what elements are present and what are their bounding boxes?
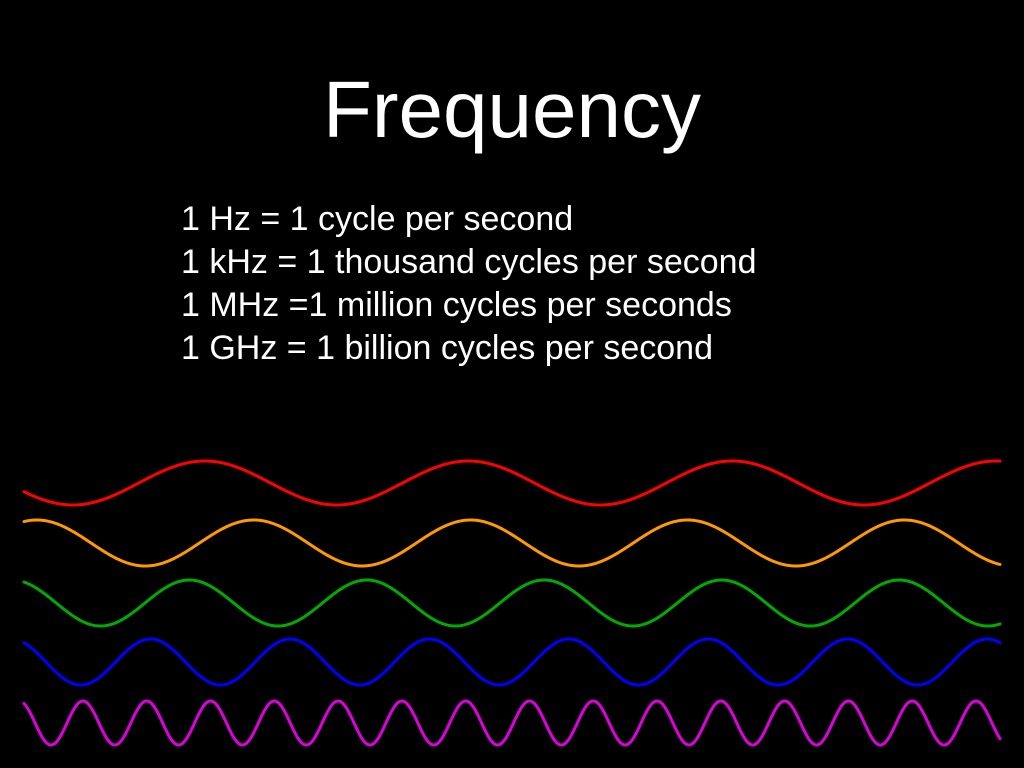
- waves-diagram: [22, 459, 1002, 747]
- orange-wave: [22, 518, 1002, 568]
- definition-khz: 1 kHz = 1 thousand cycles per second: [181, 243, 757, 281]
- red-wave: [22, 459, 1002, 507]
- definition-mhz: 1 MHz =1 million cycles per seconds: [181, 286, 732, 324]
- definition-list: 1 Hz = 1 cycle per second 1 kHz = 1 thou…: [181, 198, 757, 370]
- slide-title: Frequency: [323, 65, 701, 154]
- blue-wave: [22, 637, 1002, 687]
- magenta-wave: [22, 699, 1002, 747]
- definition-hz: 1 Hz = 1 cycle per second: [181, 200, 574, 238]
- green-wave: [22, 578, 1002, 628]
- definition-ghz: 1 GHz = 1 billion cycles per second: [181, 329, 713, 367]
